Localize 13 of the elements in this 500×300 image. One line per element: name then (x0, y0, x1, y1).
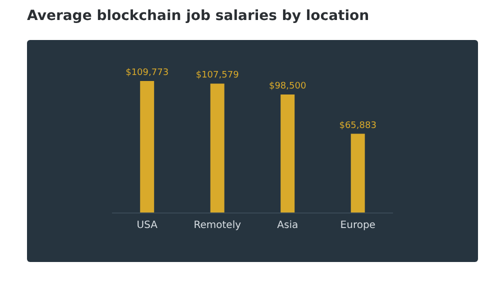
bar (350, 134, 365, 213)
x-tick-label: Europe (340, 220, 376, 232)
x-tick-label: Remotely (194, 220, 242, 232)
chart-title: Average blockchain job salaries by location (27, 8, 370, 24)
x-tick-label: Asia (277, 220, 298, 232)
data-label: $109,773 (126, 68, 169, 78)
bar (210, 84, 224, 213)
bar (140, 81, 154, 213)
x-tick-label: USA (136, 220, 158, 232)
data-label: $107,579 (196, 70, 240, 81)
data-label: $98,500 (268, 82, 306, 92)
bar (280, 94, 295, 213)
data-label: $65,883 (339, 120, 376, 131)
